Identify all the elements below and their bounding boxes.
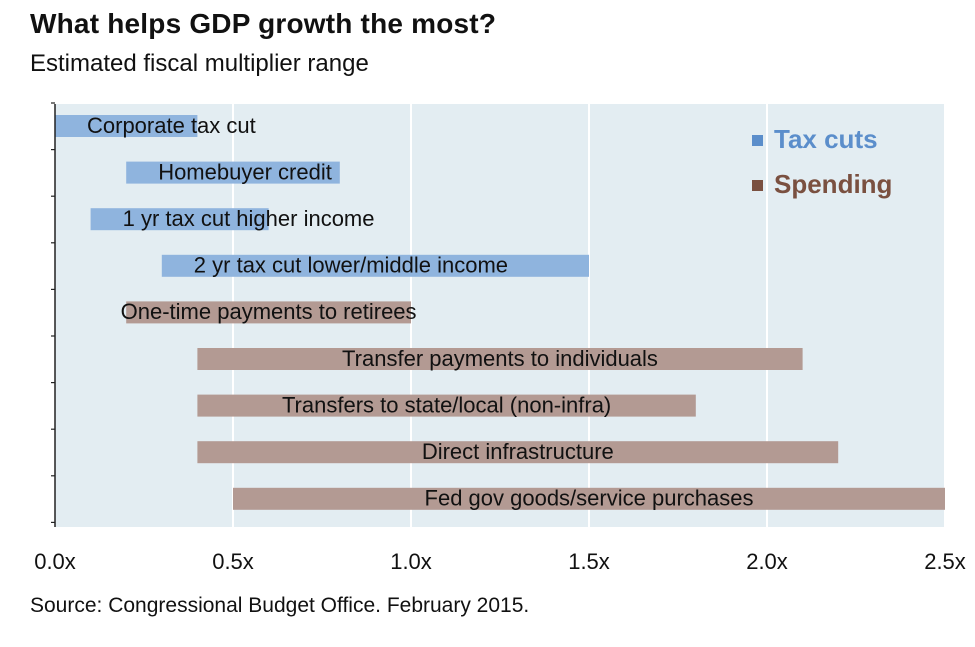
x-tick-label-0: 0.0x [34, 549, 76, 574]
legend-swatch-spending [752, 180, 763, 191]
chart-subtitle: Estimated fiscal multiplier range [30, 50, 369, 77]
bar-label-8: Direct infrastructure [422, 439, 614, 464]
bar-label-9: Fed gov goods/service purchases [425, 486, 754, 511]
bar-label-4: 2 yr tax cut lower/middle income [194, 253, 508, 278]
chart-title: What helps GDP growth the most? [30, 8, 497, 39]
bar-label-1: Corporate tax cut [87, 113, 256, 138]
legend-swatch-tax [752, 135, 763, 146]
bar-9 [233, 487, 945, 510]
bar-4 [161, 254, 590, 277]
bar-label-6: Transfer payments to individuals [342, 346, 658, 371]
bar-1 [55, 115, 198, 137]
bar-5 [126, 301, 411, 324]
x-tick-label-1: 0.5x [212, 549, 254, 574]
x-tick-label-2: 1.0x [390, 549, 432, 574]
source-note: Source: Congressional Budget Office. Feb… [30, 594, 530, 617]
x-tick-label-3: 1.5x [568, 549, 610, 574]
x-tick-label-4: 2.0x [746, 549, 788, 574]
bar-label-5: One-time payments to retirees [121, 299, 417, 324]
bar-8 [197, 441, 839, 464]
bar-7 [197, 394, 696, 417]
bar-label-2: Homebuyer credit [158, 159, 332, 184]
bar-label-7: Transfers to state/local (non-infra) [282, 392, 611, 417]
x-tick-label-5: 2.5x [924, 549, 966, 574]
bar-6 [197, 348, 803, 370]
bar-label-3: 1 yr tax cut higher income [123, 206, 375, 231]
bar-3 [90, 208, 269, 231]
bar-2 [126, 161, 340, 184]
legend-label-spending: Spending [774, 169, 892, 199]
legend-label-tax: Tax cuts [774, 124, 878, 154]
